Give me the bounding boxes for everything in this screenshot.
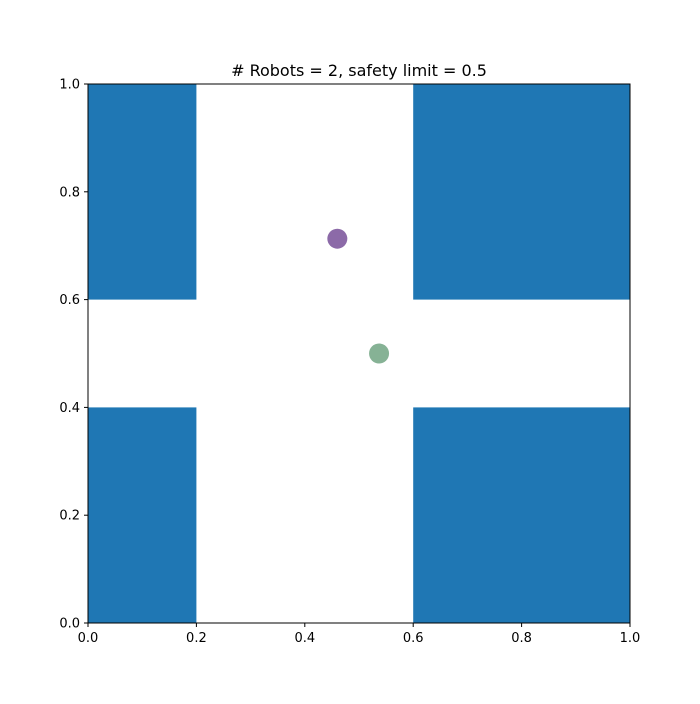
x-tick-label: 0.0 — [78, 631, 99, 646]
x-tick-label: 0.4 — [294, 631, 315, 646]
x-tick-label: 0.6 — [403, 631, 424, 646]
y-tick-label: 0.2 — [59, 509, 80, 524]
chart-title: # Robots = 2, safety limit = 0.5 — [231, 61, 487, 80]
x-tick-label: 0.2 — [186, 631, 207, 646]
y-tick-label: 0.0 — [59, 617, 80, 632]
obstacle-top-right — [413, 84, 630, 300]
robot-2 — [369, 343, 390, 364]
plot-area: 0.0 0.2 0.4 0.6 0.8 1.0 0.0 0.2 0.4 0.6 0.8 1.0 — [59, 78, 640, 647]
robot-1 — [327, 228, 348, 249]
obstacle-top-left — [88, 84, 197, 300]
y-tick-label: 0.8 — [59, 185, 80, 200]
y-tick-label: 0.6 — [59, 293, 80, 308]
y-tick-label: 1.0 — [59, 78, 80, 93]
x-tick-label: 0.8 — [511, 631, 532, 646]
x-tick-label: 1.0 — [620, 631, 641, 646]
obstacle-bottom-left — [88, 407, 197, 623]
y-tick-label: 0.4 — [59, 401, 80, 416]
obstacle-bottom-right — [413, 407, 630, 623]
axes-frame — [87, 83, 631, 624]
